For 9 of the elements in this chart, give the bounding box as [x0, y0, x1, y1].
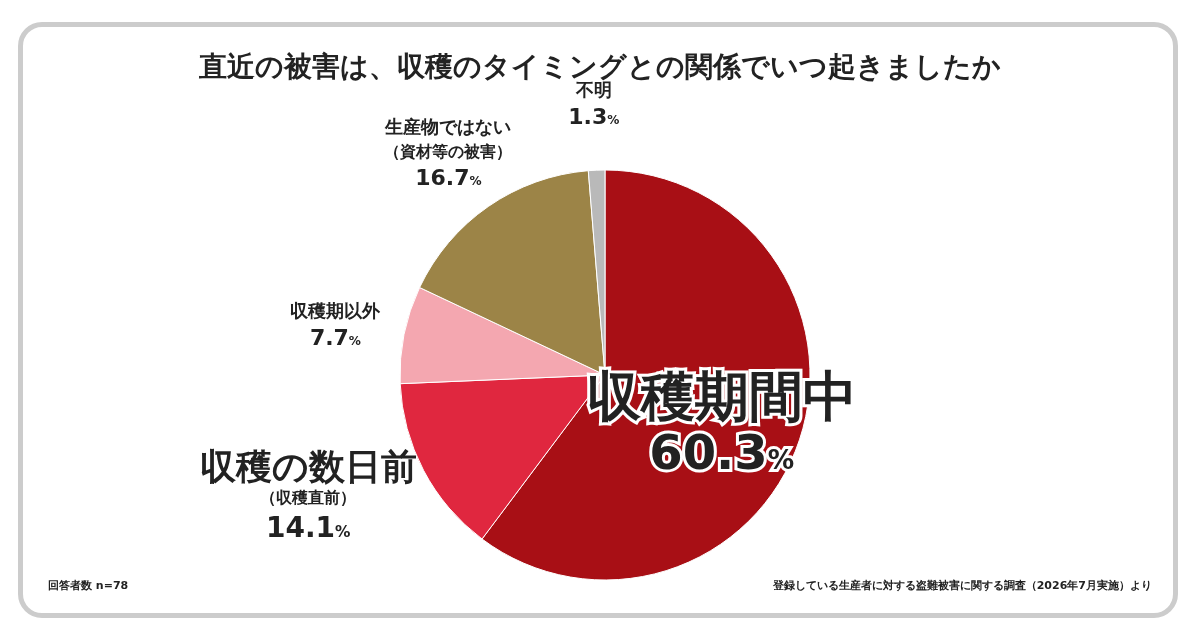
- slice-label: 収穫の数日前（収穫直前）: [199, 446, 417, 508]
- slice-label: 収穫期以外: [290, 299, 382, 321]
- data-label: 7.7%: [309, 324, 361, 350]
- data-label: 14.1%: [265, 511, 351, 545]
- data-label: 16.7%: [415, 164, 482, 190]
- slice-label: 生産物ではない（資材等の被害）: [384, 115, 513, 161]
- text: 登録している生産者に対する盗難被害に関する調査（2026年7月実施）より: [772, 578, 1152, 593]
- text: 回答者数 n=78: [48, 578, 129, 593]
- data-label: 1.3%: [568, 104, 620, 130]
